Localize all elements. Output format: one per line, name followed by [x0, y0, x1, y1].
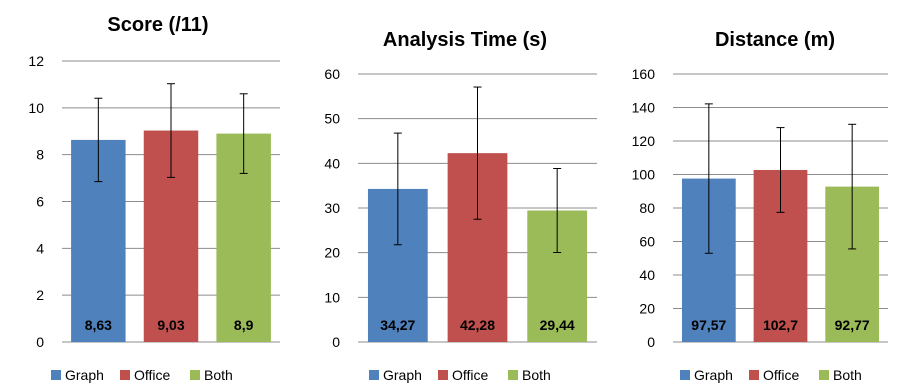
y-tick-label: 160	[632, 66, 656, 82]
y-tick-label: 0	[647, 334, 655, 350]
legend-label-graph: Graph	[383, 367, 422, 383]
legend-label-office: Office	[763, 367, 800, 383]
y-tick-label: 60	[324, 66, 340, 82]
data-label: 42,28	[460, 317, 495, 333]
legend-label-both: Both	[204, 367, 233, 383]
legend-label-both: Both	[522, 367, 551, 383]
y-tick-label: 60	[639, 234, 655, 250]
y-tick-label: 50	[324, 111, 340, 127]
y-tick-label: 0	[332, 334, 340, 350]
data-label: 97,57	[691, 317, 726, 333]
y-tick-label: 30	[324, 200, 340, 216]
y-tick-label: 10	[28, 100, 44, 116]
data-label: 102,7	[763, 317, 798, 333]
y-tick-label: 140	[632, 100, 656, 116]
data-label: 29,44	[540, 317, 575, 333]
legend-swatch-both	[819, 370, 829, 380]
legend-swatch-both	[190, 370, 200, 380]
legend-swatch-graph	[680, 370, 690, 380]
data-label: 34,27	[380, 317, 415, 333]
legend-swatch-office	[120, 370, 130, 380]
y-tick-label: 12	[28, 53, 44, 69]
data-label: 92,77	[835, 317, 870, 333]
y-tick-label: 8	[36, 147, 44, 163]
y-tick-label: 100	[632, 167, 656, 183]
legend-swatch-graph	[369, 370, 379, 380]
y-tick-label: 20	[639, 301, 655, 317]
chart-3: Distance (m) 0 20 40 60 80 100 120 140 160 97,57 10…	[632, 29, 888, 383]
chart-1: Score (/11) 0 2 4 6 8 10 12 8,63 9,03 8,9 Graph Offi…	[28, 14, 280, 383]
legend-swatch-graph	[51, 370, 61, 380]
data-label: 8,63	[85, 317, 112, 333]
legend-label-graph: Graph	[694, 367, 733, 383]
y-tick-label: 4	[36, 240, 44, 256]
y-tick-label: 40	[324, 155, 340, 171]
data-label: 9,03	[157, 317, 184, 333]
legend-label-both: Both	[833, 367, 862, 383]
legend-label-office: Office	[452, 367, 489, 383]
y-tick-label: 20	[324, 245, 340, 261]
y-tick-label: 2	[36, 287, 44, 303]
chart-title: Score (/11)	[107, 14, 208, 36]
legend-label-office: Office	[134, 367, 171, 383]
chart-title: Distance (m)	[715, 29, 835, 51]
y-tick-label: 6	[36, 194, 44, 210]
chart-title: Analysis Time (s)	[383, 29, 547, 51]
legend-swatch-office	[749, 370, 759, 380]
y-tick-label: 80	[639, 200, 655, 216]
chart-2: Analysis Time (s) 0 10 20 30 40 50 60 34,27 42,28…	[324, 29, 597, 383]
y-tick-label: 10	[324, 289, 340, 305]
legend-label-graph: Graph	[65, 367, 104, 383]
y-tick-label: 120	[632, 133, 656, 149]
legend-swatch-both	[508, 370, 518, 380]
y-tick-label: 0	[36, 334, 44, 350]
y-tick-label: 40	[639, 267, 655, 283]
legend-swatch-office	[438, 370, 448, 380]
data-label: 8,9	[234, 317, 254, 333]
